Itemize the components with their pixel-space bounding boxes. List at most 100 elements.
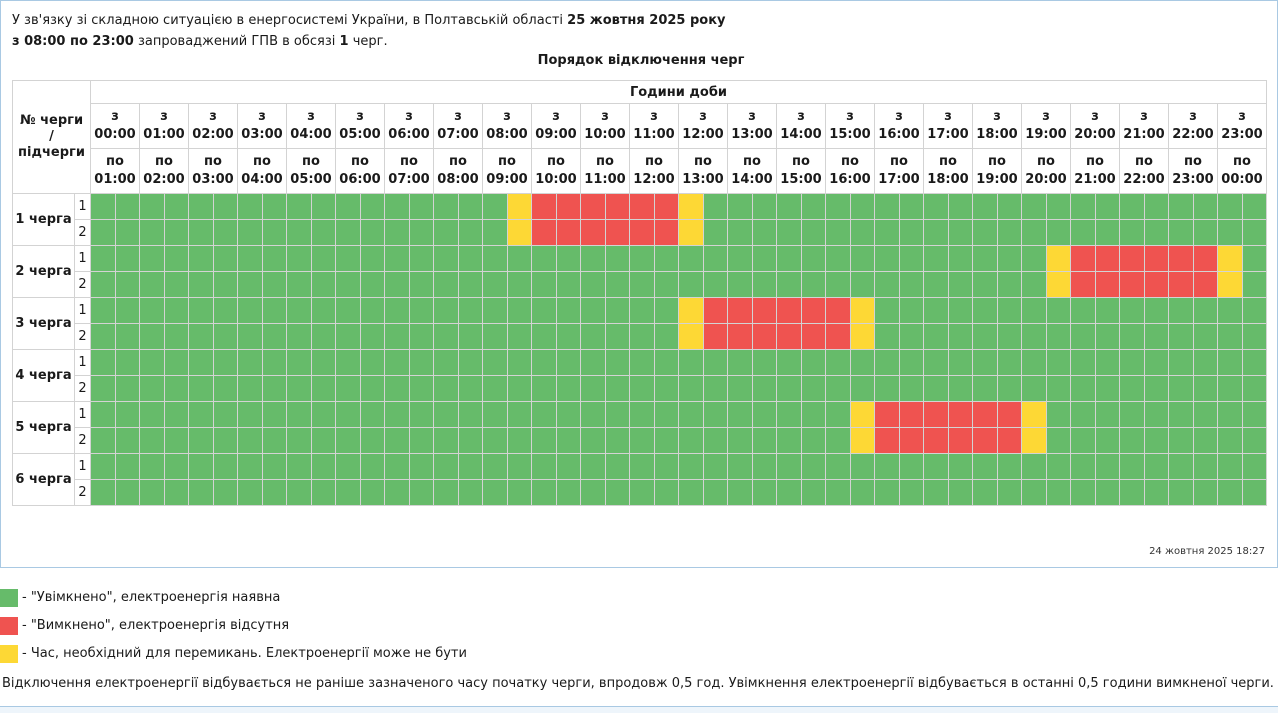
hour-from-cell: з 20:00 [1070, 103, 1120, 149]
schedule-cell-on [629, 427, 655, 454]
schedule-cell-on [580, 349, 606, 376]
schedule-cell-on [139, 349, 165, 376]
schedule-cell-on [90, 453, 116, 480]
schedule-cell-on [1143, 401, 1169, 428]
schedule-cell-on [506, 323, 532, 350]
schedule-cell-on [1119, 479, 1145, 506]
schedule-cell-on [604, 427, 630, 454]
schedule-cell-on [1045, 401, 1071, 428]
schedule-cell-on [188, 349, 214, 376]
hour-to-time: 18:00 [927, 172, 969, 187]
schedule-cell-on [531, 427, 557, 454]
intro-post-text: черг. [348, 34, 388, 49]
schedule-cell-on [237, 479, 263, 506]
schedule-cell-on [555, 427, 581, 454]
schedule-cell-off [972, 427, 998, 454]
intro-mid-text: запроваджений ГПВ в обсязі [133, 34, 340, 49]
schedule-cell-maybe [1021, 401, 1047, 428]
schedule-cell-on [212, 401, 238, 428]
hour-from-time: 02:00 [192, 127, 234, 142]
schedule-cell-on [751, 245, 777, 272]
schedule-cell-on [825, 401, 851, 428]
schedule-cell-on [776, 427, 802, 454]
schedule-cell-on [286, 479, 312, 506]
schedule-cell-on [555, 375, 581, 402]
hour-to-label: по [449, 154, 467, 169]
schedule-cell-on [972, 349, 998, 376]
hour-from-time: 06:00 [388, 127, 430, 142]
schedule-cell-on [163, 349, 189, 376]
schedule-cell-on [1119, 375, 1145, 402]
schedule-cell-on [482, 401, 508, 428]
schedule-cell-on [114, 401, 140, 428]
queue-name: 3 черга [12, 297, 75, 350]
schedule-cell-on [604, 323, 630, 350]
schedule-cell-on [310, 427, 336, 454]
schedule-cell-on [482, 193, 508, 220]
schedule-cell-on [776, 245, 802, 272]
schedule-cell-on [433, 479, 459, 506]
hour-to-cell: по 14:00 [727, 148, 777, 194]
schedule-cell-on [1143, 479, 1169, 506]
schedule-cell-on [898, 453, 924, 480]
schedule-cell-on [1094, 427, 1120, 454]
schedule-cell-on [1021, 245, 1047, 272]
schedule-cell-on [1094, 349, 1120, 376]
hour-to-time: 04:00 [241, 172, 283, 187]
schedule-cell-on [310, 219, 336, 246]
schedule-cell-on [212, 349, 238, 376]
schedule-cell-maybe [506, 193, 532, 220]
schedule-cell-on [531, 401, 557, 428]
schedule-cell-on [702, 479, 728, 506]
schedule-cell-on [1143, 219, 1169, 246]
intro-region-text: У зв'язку зі складною ситуацією в енерго… [12, 13, 568, 28]
hour-to-time: 06:00 [339, 172, 381, 187]
schedule-cell-off [874, 427, 900, 454]
schedule-cell-on [996, 193, 1022, 220]
schedule-cell-on [114, 297, 140, 324]
hour-to-time: 16:00 [829, 172, 871, 187]
schedule-cell-off [629, 193, 655, 220]
schedule-cell-on [996, 323, 1022, 350]
schedule-cell-on [653, 453, 679, 480]
queue-column-header: № черги / підчерги [12, 80, 91, 194]
legend-item-on: - "Увімкнено", електроенергія наявна [0, 588, 900, 608]
schedule-cell-on [1045, 375, 1071, 402]
schedule-cell-on [972, 297, 998, 324]
schedule-cell-on [1021, 453, 1047, 480]
schedule-cell-off [776, 323, 802, 350]
schedule-cell-on [359, 219, 385, 246]
schedule-cell-off [874, 401, 900, 428]
schedule-cell-on [163, 271, 189, 298]
schedule-cell-on [727, 271, 753, 298]
schedule-cell-on [580, 427, 606, 454]
schedule-cell-on [237, 349, 263, 376]
schedule-cell-on [996, 245, 1022, 272]
schedule-cell-on [433, 427, 459, 454]
schedule-cell-on [433, 323, 459, 350]
schedule-cell-on [482, 245, 508, 272]
schedule-cell-on [531, 245, 557, 272]
schedule-cell-on [286, 349, 312, 376]
schedule-cell-on [678, 453, 704, 480]
schedule-table: № черги / підчерги Години доби з 00:00 з 01:00 з… [12, 80, 1267, 506]
schedule-cell-on [384, 349, 410, 376]
intro-date: 25 жовтня 2025 року [567, 13, 726, 28]
schedule-cell-on [849, 479, 875, 506]
schedule-cell-on [286, 453, 312, 480]
schedule-cell-on [874, 271, 900, 298]
schedule-cell-on [139, 193, 165, 220]
hour-from-label: з [552, 109, 560, 124]
schedule-cell-on [90, 479, 116, 506]
schedule-cell-on [898, 245, 924, 272]
hour-from-time: 01:00 [143, 127, 185, 142]
schedule-cell-on [114, 453, 140, 480]
hour-to-time: 23:00 [1172, 172, 1214, 187]
schedule-cell-on [237, 193, 263, 220]
schedule-cell-on [972, 245, 998, 272]
schedule-cell-on [604, 453, 630, 480]
schedule-cell-on [1119, 349, 1145, 376]
schedule-cell-on [384, 453, 410, 480]
schedule-cell-on [1241, 297, 1267, 324]
schedule-cell-on [1241, 323, 1267, 350]
